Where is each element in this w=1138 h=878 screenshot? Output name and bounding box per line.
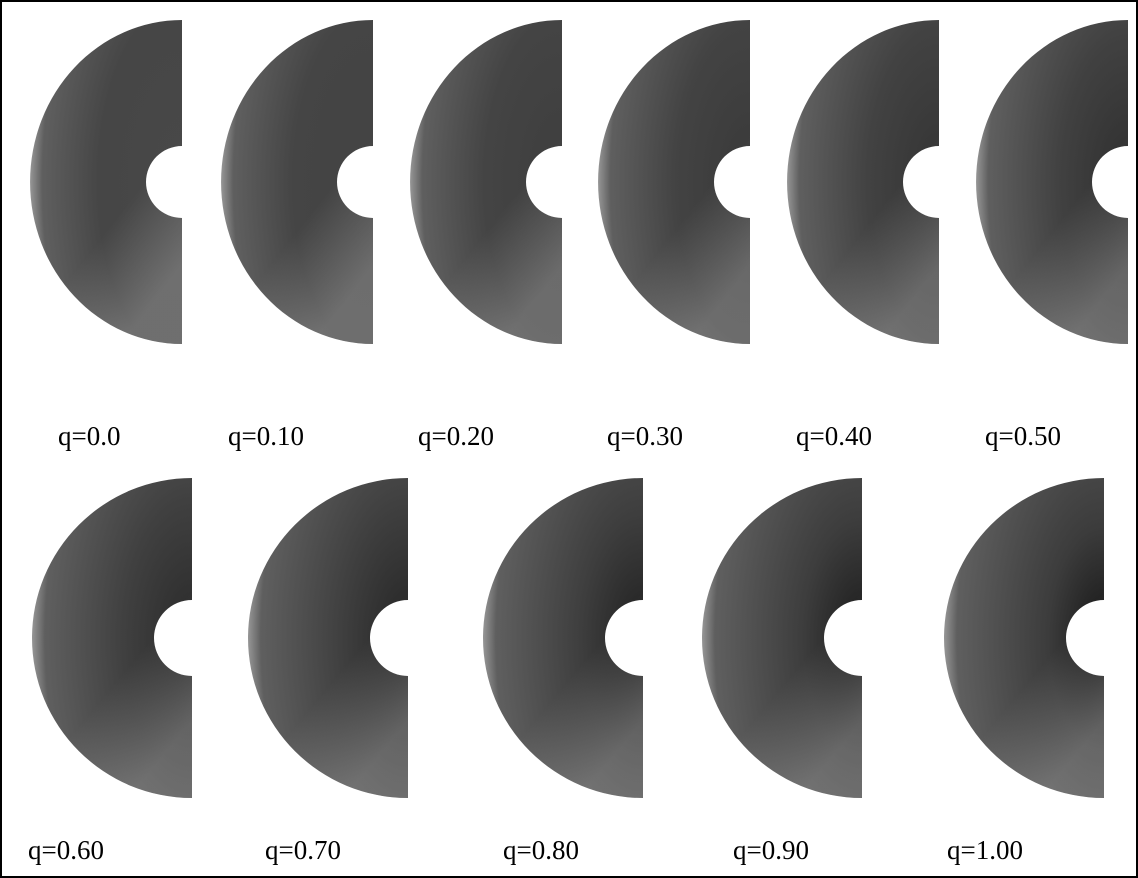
rim-highlight: [32, 478, 192, 798]
panel-label: q=0.10: [228, 421, 304, 451]
rim-highlight: [787, 20, 939, 344]
rim-highlight: [598, 20, 750, 344]
panel-label: q=0.60: [28, 835, 104, 865]
rim-highlight: [483, 478, 643, 798]
panel-label: q=1.00: [947, 835, 1023, 865]
rim-highlight: [944, 478, 1104, 798]
rim-highlight: [248, 478, 408, 798]
panel-label: q=0.30: [607, 421, 683, 451]
panel-label: q=0.40: [796, 421, 872, 451]
rim-highlight: [410, 20, 562, 344]
panel-label: q=0.50: [985, 421, 1061, 451]
panel-label: q=0.70: [265, 835, 341, 865]
panel-label: q=0.0: [58, 421, 120, 451]
rim-highlight: [702, 478, 862, 798]
rim-highlight: [30, 20, 182, 344]
panel-label: q=0.20: [418, 421, 494, 451]
panel-label: q=0.90: [733, 835, 809, 865]
rim-highlight: [976, 20, 1128, 344]
rim-highlight: [221, 20, 373, 344]
panel-label: q=0.80: [503, 835, 579, 865]
